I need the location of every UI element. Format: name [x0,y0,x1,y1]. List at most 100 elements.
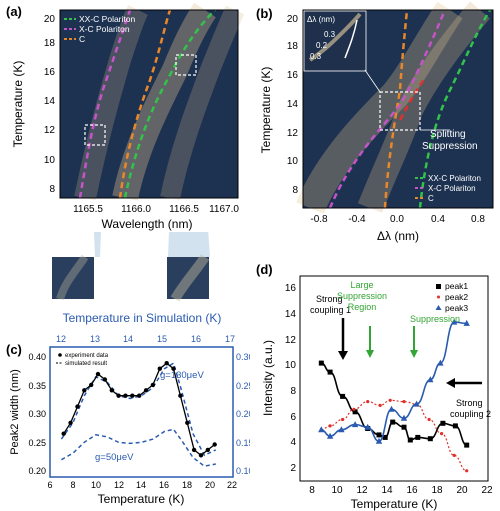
peak1-point [464,442,470,448]
svg-text:20: 20 [456,485,468,496]
peak3-point [451,318,458,325]
experiment-point [137,393,142,398]
panel-b-svg: Δλ (nm) 0.3 0.2 0.3 Splitting Suppression… [256,1,494,243]
panel-d-strong2: Strong coupling 2 [450,398,491,419]
svg-text:2: 2 [290,463,296,474]
experiment-point [95,371,101,377]
peak3-point [364,423,371,430]
experiment-point [82,388,87,393]
svg-text:XX-C Polariton: XX-C Polariton [428,174,481,183]
panel-b-inset-value: 0.3 [310,52,322,61]
panel-d-strong1: Strong coupling 1 [310,294,351,315]
svg-text:0.35: 0.35 [28,381,46,391]
peak2-point [366,400,370,404]
panel-d-xticks: 8 10 12 14 16 18 20 22 [309,485,493,496]
panel-c-legend-sim: simulated result [65,361,107,367]
svg-text:22: 22 [481,485,493,496]
experiment-point [205,447,210,453]
panel-c-letter: (c) [6,342,22,357]
svg-text:10: 10 [331,485,343,496]
svg-text:0.4: 0.4 [431,214,445,225]
svg-text:13: 13 [90,334,100,344]
svg-text:0.10: 0.10 [236,466,250,476]
svg-text:0.0: 0.0 [390,214,404,225]
svg-text:17: 17 [225,334,235,344]
panel-a-plot-bg [60,10,238,198]
panel-a-legend-xc: X-C Polariton [79,24,130,34]
peak3-point [413,400,420,407]
panel-b-curve-xc [328,9,447,209]
svg-text:14: 14 [136,480,146,490]
svg-text:4: 4 [290,437,296,448]
experiment-point [61,431,66,436]
svg-text:20: 20 [205,480,215,490]
svg-text:22: 22 [227,480,237,490]
svg-text:peak3: peak3 [445,303,468,313]
panel-d-letter: (d) [256,262,273,277]
svg-text:-0.4: -0.4 [348,214,366,225]
panel-b-yticks: 8 10 12 14 16 18 20 [287,14,299,196]
panel-c-legend-exp: experiment data [65,353,109,359]
peak3-point [375,437,383,444]
svg-text:12: 12 [356,485,368,496]
panel-b-curve-red [398,77,427,121]
panel-a-curve-xc [78,9,132,199]
peak2-point [341,417,345,422]
svg-text:10: 10 [91,480,101,490]
peak3-point [427,376,434,383]
peak2-point [440,432,444,436]
panel-a-zoom-box-1 [84,124,106,146]
panel-c-g-high: g=130μeV [160,370,204,381]
svg-text:0.25: 0.25 [28,438,46,448]
experiment-point [116,393,121,398]
svg-text:10: 10 [287,156,299,167]
panel-d-xlabel: Temperature (K) [351,497,438,511]
peak3-point [463,319,470,326]
panel-a: XX-C Polariton X-C Polariton C 8 10 12 1… [0,0,250,240]
svg-text:0.20: 0.20 [28,466,46,476]
peak1-point [390,419,396,425]
svg-text:12: 12 [287,128,299,139]
panel-b-xlabel: Δλ (nm) [377,229,419,243]
panel-a-curve-c [118,9,172,199]
svg-text:0.40: 0.40 [28,352,46,362]
peak1-point [318,360,324,366]
zoom-inset-1 [52,257,94,299]
svg-text:20: 20 [44,14,56,25]
peak1-point [407,437,413,443]
svg-text:8: 8 [309,485,315,496]
svg-text:C: C [428,194,434,203]
svg-text:12: 12 [44,125,56,136]
svg-text:14: 14 [285,309,297,320]
panel-a-legend-c: C [79,34,85,44]
svg-text:16: 16 [285,283,297,294]
panel-d-yticks: 2 4 6 8 10 12 14 16 [285,283,297,474]
svg-text:8: 8 [290,386,296,397]
svg-text:12: 12 [114,480,124,490]
svg-text:16: 16 [159,480,169,490]
svg-text:8: 8 [292,185,298,196]
peak1-point [401,424,407,430]
panel-d-suppression: Suppression [410,314,460,324]
panel-c-yticks-left: 0.20 0.25 0.30 0.35 0.40 [28,352,46,476]
panel-a-zoom-insets [0,232,250,302]
panel-b-inset-value: 0.2 [316,41,328,50]
svg-text:1166.0: 1166.0 [121,204,151,215]
svg-text:16: 16 [44,67,56,78]
experiment-point [178,393,183,398]
panel-c: Temperature in Simulation (K) 12 13 14 1… [0,302,250,511]
svg-text:14: 14 [287,99,299,110]
experiment-point [89,382,94,388]
panel-c-xlabel: Temperature (K) [98,492,185,506]
peak1-point [415,434,421,440]
panel-d-legend: peak1 peak2 peak3 [435,281,468,313]
panel-c-marks [60,361,217,468]
svg-text:12: 12 [56,334,66,344]
peak1-point [452,423,458,429]
peak2-point [328,424,332,428]
peak3-point [351,421,359,428]
panel-a-legend-xxc: XX-C Polariton [79,14,135,24]
peak3-point [326,432,334,439]
peak1-point [327,369,333,375]
svg-text:14: 14 [123,334,133,344]
